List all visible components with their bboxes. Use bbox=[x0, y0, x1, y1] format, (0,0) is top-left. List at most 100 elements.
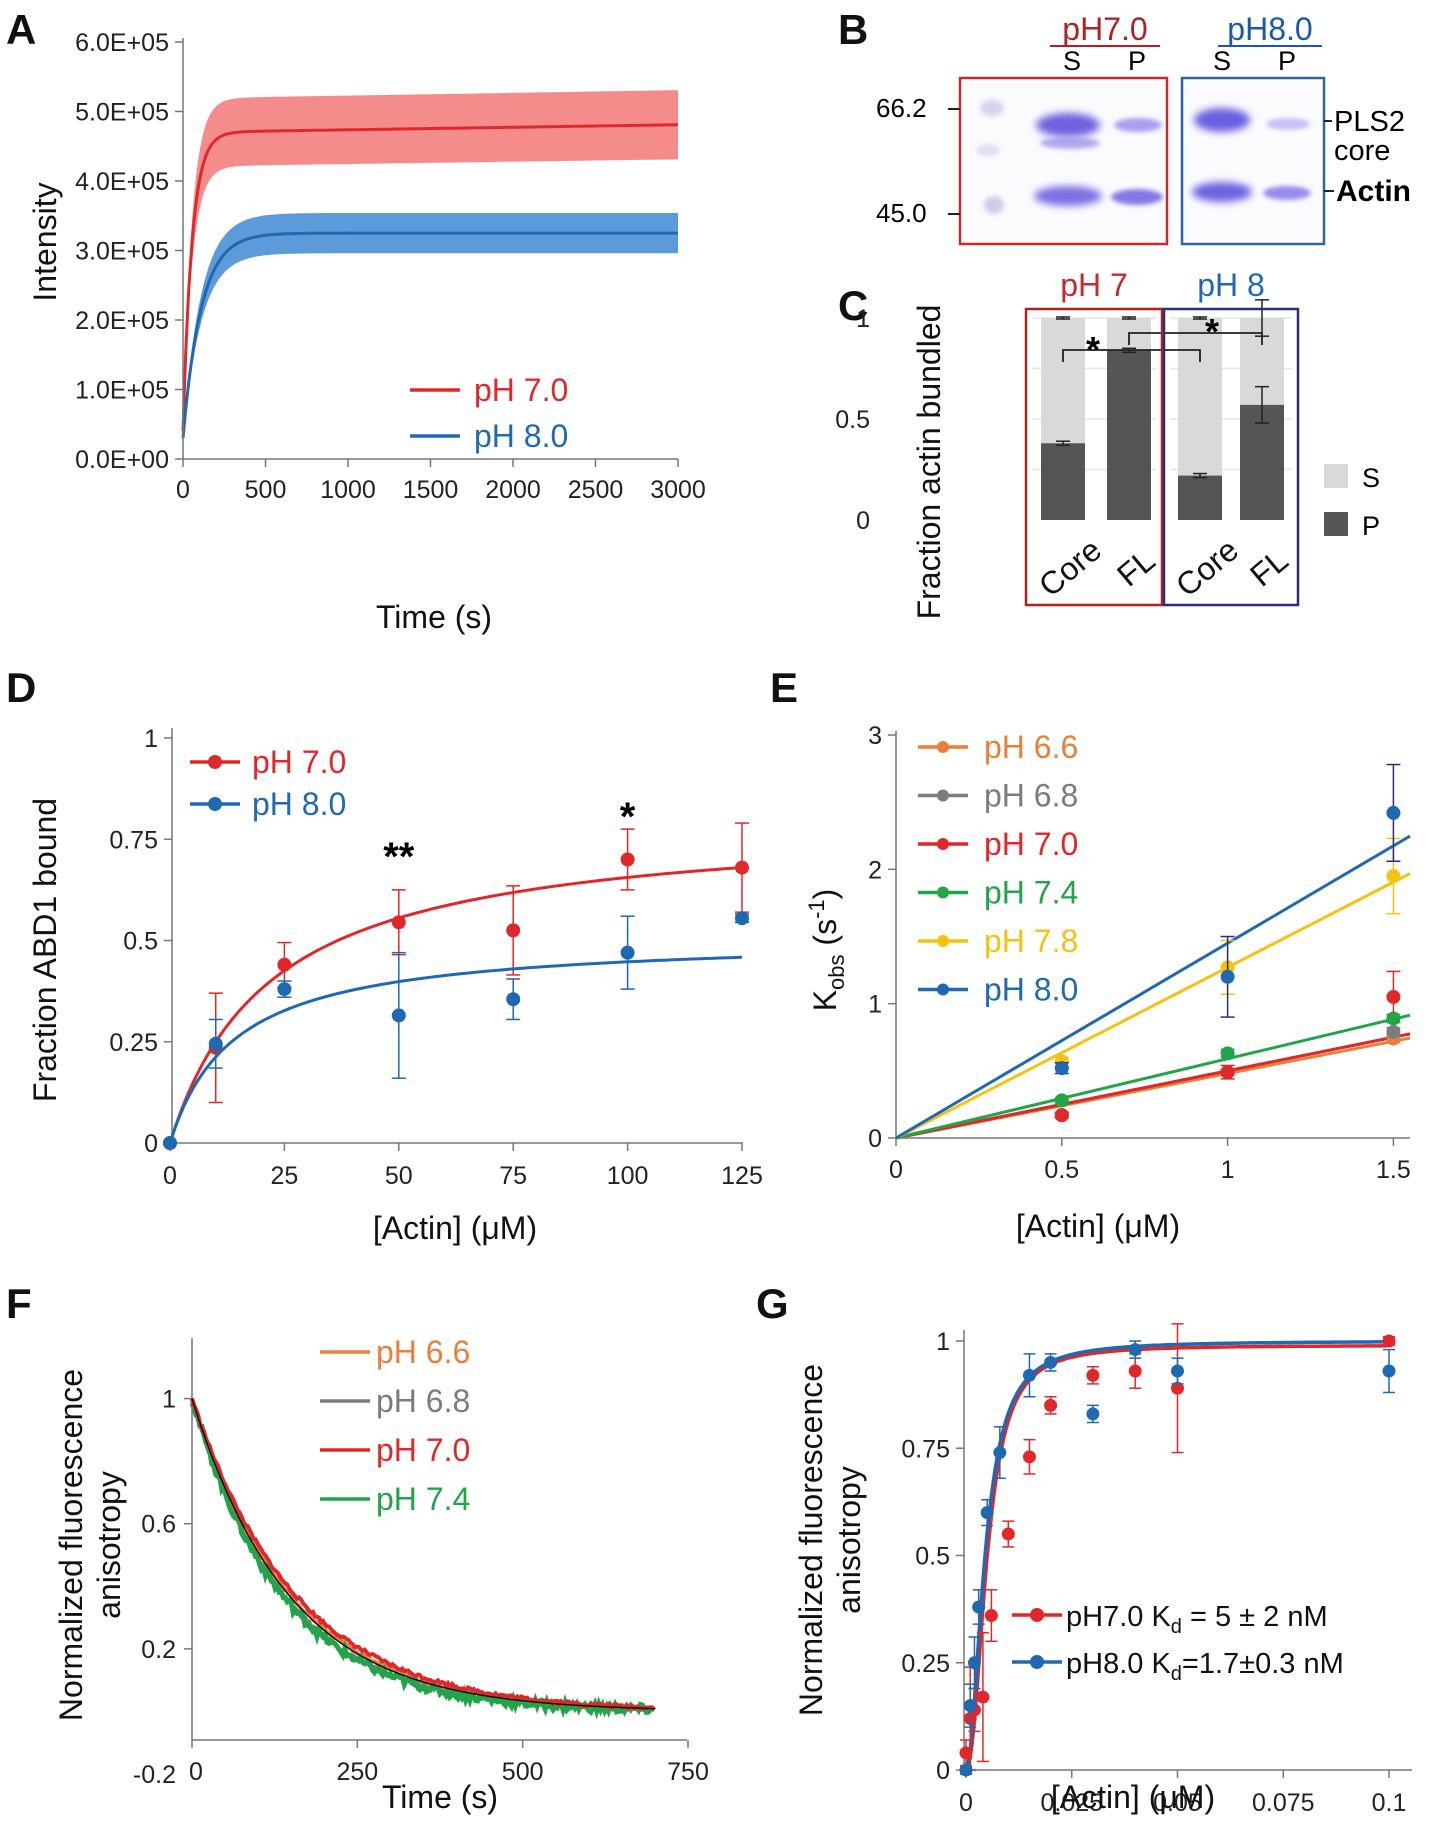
e-data-point bbox=[1054, 1093, 1069, 1108]
panel-letter-d: D bbox=[6, 664, 36, 711]
e-legend-marker bbox=[937, 741, 949, 753]
a-x-tick-label: 0 bbox=[176, 476, 190, 504]
e-data-point bbox=[1386, 1011, 1401, 1026]
g-data-point bbox=[1022, 1368, 1036, 1382]
c-group-box-ph7 bbox=[1024, 307, 1164, 607]
a-y-tick-label: 6.0E+05 bbox=[75, 29, 169, 57]
e-fit-line bbox=[895, 1032, 1411, 1140]
a-y-tick-label: 5.0E+05 bbox=[75, 99, 169, 127]
e-legend-label: pH 7.8 bbox=[984, 923, 1078, 959]
g-x-tick-label: 0.075 bbox=[1252, 1789, 1315, 1817]
e-plot: 0 1 2 3 0 0.5 1 1.5 bbox=[868, 722, 1411, 1184]
b-band-actin-s-ph8 bbox=[1192, 182, 1252, 202]
b-ladder-band bbox=[980, 100, 1004, 116]
f-y-tick-label: 0.6 bbox=[141, 1511, 176, 1539]
g-data-point bbox=[963, 1699, 977, 1713]
f-x-axis-label: Time (s) bbox=[382, 1779, 498, 1815]
a-x-tick-label: 3000 bbox=[650, 476, 706, 504]
c-bar-s-2 bbox=[1178, 318, 1222, 476]
g-data-point bbox=[1171, 1364, 1184, 1378]
d-fit-line-ph8.0 bbox=[168, 955, 743, 1144]
d-data-point bbox=[506, 992, 521, 1007]
c-legend-swatch-s bbox=[1324, 464, 1348, 488]
f-y-axis-label-line1: Normalized fluorescence bbox=[53, 1369, 89, 1721]
f-legend-label: pH 6.8 bbox=[376, 1383, 470, 1419]
f-legend: pH 6.6 pH 6.8 pH 7.0 pH 7.4 bbox=[320, 1334, 470, 1517]
d-data-point bbox=[163, 1136, 177, 1150]
a-lines bbox=[181, 123, 679, 439]
g-legend-marker bbox=[1030, 1608, 1044, 1622]
d-legend-label: pH 8.0 bbox=[252, 786, 346, 822]
d-significance-mark: * bbox=[620, 795, 636, 839]
g-data-point bbox=[1171, 1381, 1184, 1395]
a-line-ph7 bbox=[181, 123, 679, 432]
c-sig-bracket-core bbox=[1062, 349, 1201, 362]
e-fit-line bbox=[895, 1013, 1411, 1140]
a-band-ph7 bbox=[183, 90, 678, 434]
g-x-tick-label: 0.05 bbox=[1153, 1789, 1202, 1817]
b-band-pls2-s-ph8 bbox=[1194, 108, 1250, 132]
g-y-tick-label: 1 bbox=[936, 1328, 950, 1356]
d-y-tick-label: 0.25 bbox=[109, 1029, 158, 1057]
d-x-tick-label: 0 bbox=[163, 1162, 177, 1190]
c-group-box-ph8 bbox=[1162, 307, 1300, 607]
e-data-point bbox=[1386, 989, 1401, 1004]
g-data-point bbox=[1022, 1450, 1036, 1464]
c-y-tick-label: 1 bbox=[856, 305, 870, 333]
e-y-tick-label: 0 bbox=[868, 1125, 882, 1153]
a-y-tick-label: 2.0E+05 bbox=[75, 307, 169, 335]
e-x-tick-label: 0.5 bbox=[1044, 1156, 1079, 1184]
e-y-tick-label: 2 bbox=[868, 856, 882, 884]
c-x-tick-label: FL bbox=[1110, 542, 1162, 594]
e-data-point bbox=[1220, 1046, 1235, 1061]
g-data-point bbox=[1382, 1334, 1396, 1348]
f-trace-ph70 bbox=[190, 1397, 656, 1712]
b-marker-45: 45.0 bbox=[876, 198, 927, 228]
e-x-tick-label: 1.5 bbox=[1376, 1156, 1411, 1184]
g-data-point bbox=[1001, 1527, 1015, 1541]
b-lane-label-s2: S bbox=[1213, 46, 1231, 76]
d-data-point bbox=[735, 911, 749, 926]
c-bar-p-3 bbox=[1240, 404, 1284, 520]
g-data-point bbox=[1086, 1368, 1100, 1382]
panel-letter-c: C bbox=[838, 282, 868, 329]
e-legend-label: pH 7.4 bbox=[984, 875, 1078, 911]
e-data-point bbox=[1220, 969, 1235, 984]
d-x-tick-label: 50 bbox=[385, 1162, 413, 1190]
d-significance-mark: ** bbox=[383, 835, 415, 879]
d-data-point bbox=[620, 945, 635, 960]
c-y-tick-label: 0 bbox=[856, 507, 870, 535]
c-x-tick-label: FL bbox=[1243, 542, 1295, 594]
e-legend: pH 6.6 pH 6.8 pH 7.0 pH 7.4 pH 7.8 pH 8.0 bbox=[918, 729, 1078, 1008]
f-plot: -0.2 0.2 0.6 1 0 250 500 750 bbox=[133, 1338, 709, 1789]
c-sig-star-core: * bbox=[1086, 329, 1100, 370]
g-data-point bbox=[1128, 1364, 1142, 1378]
g-fit-line-ph8.0 bbox=[964, 1340, 1387, 1771]
e-data-point bbox=[1386, 869, 1401, 884]
a-x-tick-label: 500 bbox=[245, 476, 287, 504]
d-y-tick-label: 1 bbox=[144, 725, 158, 753]
d-y-tick-label: 0 bbox=[144, 1130, 158, 1158]
e-x-tick-label: 0 bbox=[889, 1156, 903, 1184]
e-legend-marker bbox=[937, 983, 949, 996]
f-legend-label: pH 6.6 bbox=[376, 1334, 470, 1370]
g-legend-label: pH7.0 Kd = 5 ± 2 nM bbox=[1066, 1601, 1328, 1638]
g-data-point bbox=[967, 1656, 981, 1670]
a-y-tick-label: 0.0E+00 bbox=[75, 446, 169, 474]
e-legend-label: pH 6.8 bbox=[984, 778, 1078, 814]
b-label-core: core bbox=[1334, 135, 1390, 167]
g-x-tick-label: 0 bbox=[959, 1789, 973, 1817]
a-y-tick-label: 4.0E+05 bbox=[75, 168, 169, 196]
d-legend-marker bbox=[208, 797, 222, 811]
b-marker-66: 66.2 bbox=[876, 93, 927, 123]
g-y-tick-label: 0 bbox=[936, 1757, 950, 1785]
c-legend-label-s: S bbox=[1362, 463, 1380, 493]
e-data-point bbox=[1386, 805, 1401, 820]
c-legend-label-p: P bbox=[1362, 511, 1380, 541]
g-legend-marker bbox=[1030, 1655, 1044, 1669]
b-gel-box-ph8 bbox=[1180, 76, 1326, 246]
f-legend-label: pH 7.4 bbox=[376, 1481, 470, 1517]
d-x-tick-label: 75 bbox=[499, 1162, 527, 1190]
